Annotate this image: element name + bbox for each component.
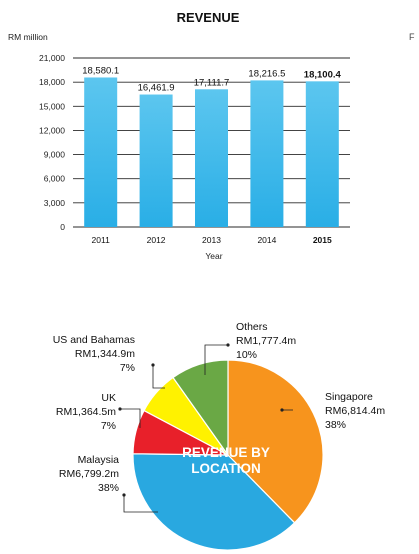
leader-dot [118,407,122,411]
bar-value-label: 16,461.9 [138,83,175,94]
pie-label-name: Malaysia [78,454,120,466]
pie-label-value: RM1,364.5m [56,406,116,418]
bar [305,81,339,228]
pie-label-name: UK [101,392,116,404]
bar-value-label: 18,580.1 [82,65,119,76]
bar [84,77,118,228]
pie-label-value: RM6,814.4m [325,405,385,417]
pie-chart: REVENUE BY LOCATION Singapore RM6,814.4m 3… [53,321,386,551]
bar-value-labels: 18,580.1 16,461.9 17,111.7 18,216.5 18,100.4 [82,65,341,93]
bar-value-label: 18,100.4 [304,69,342,80]
bar [139,94,173,227]
pie-label-percent: 38% [98,482,119,494]
x-tick-labels: 2011 2012 2013 2014 2015 [92,235,332,245]
pie-slice-others [172,359,229,457]
pie-label-percent: 38% [325,419,346,431]
x-tick-label: 2011 [92,235,111,245]
leader-dot [151,363,155,367]
pie-label-name: Others [236,321,268,333]
y-tick-label: 15,000 [39,101,65,111]
y-tick-label: 21,000 [39,53,65,63]
pie-label-value: RM1,344.9m [75,348,135,360]
y-tick-labels: 0 3,000 6,000 9,000 12,000 15,000 18,000 21,000 [39,53,65,232]
pie-label-value: RM6,799.2m [59,468,119,480]
bar-value-label: 18,216.5 [248,68,285,79]
edge-text: F [409,32,415,42]
leader-dot [226,343,230,347]
y-tick-label: 0 [60,222,65,232]
y-tick-label: 12,000 [39,125,65,135]
pie-label-percent: 7% [101,420,116,432]
pie-label-percent: 7% [120,362,135,374]
leader-line [152,365,165,389]
pie-slice-singapore [227,359,324,524]
x-tick-label: 2014 [257,235,276,245]
pie-label-value: RM1,777.4m [236,335,296,347]
pie-title-line-2: LOCATION [191,461,261,476]
leader-line [123,495,158,513]
y-tick-label: 6,000 [44,174,66,184]
pie-leader-lines [118,343,293,513]
bar-chart-title: REVENUE [177,10,240,25]
bar [250,80,284,228]
pie-slices [132,359,324,551]
pie-slice-malaysia [132,453,296,551]
bar-chart: REVENUE RM million F 0 3,000 6,000 9,000 12,… [8,10,415,261]
pie-label-name: Singapore [325,391,373,403]
y-axis-label: RM million [8,32,48,42]
x-axis-label: Year [205,251,222,261]
bars [84,77,339,228]
leader-line [120,408,141,428]
pie-label-name: US and Bahamas [53,334,135,346]
leader-dot [122,493,126,497]
x-tick-label: 2015 [313,235,332,245]
y-tick-label: 3,000 [44,198,66,208]
leader-line [204,344,228,375]
pie-labels: Singapore RM6,814.4m 38% Malaysia RM6,799.2m… [53,321,386,494]
pie-title-line-1: REVENUE BY [182,445,270,460]
x-tick-label: 2013 [202,235,221,245]
y-tick-label: 18,000 [39,77,65,87]
x-tick-label: 2012 [147,235,166,245]
y-tick-label: 9,000 [44,150,66,160]
pie-label-percent: 10% [236,349,257,361]
bar-value-label: 17,111.7 [194,77,230,88]
leader-dot [280,408,284,412]
bar [195,89,228,227]
